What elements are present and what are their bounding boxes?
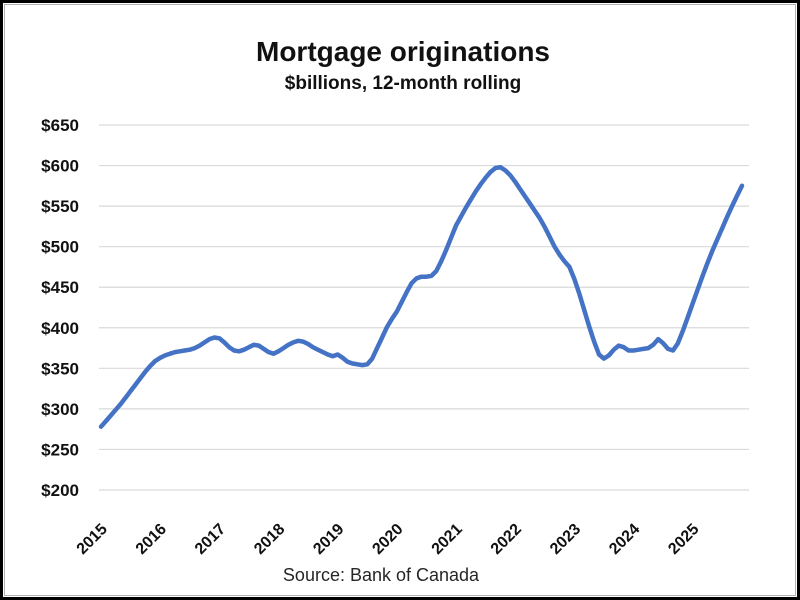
y-tick-label: $400 bbox=[41, 319, 79, 338]
x-tick-label: 2025 bbox=[665, 521, 702, 558]
x-tick-label: 2015 bbox=[74, 521, 111, 558]
x-tick-label: 2023 bbox=[547, 521, 584, 558]
series-line-mortgage-originations bbox=[98, 164, 745, 429]
chart-source: Source: Bank of Canada bbox=[283, 565, 480, 585]
x-tick-label: 2016 bbox=[133, 521, 170, 558]
gridlines bbox=[99, 124, 749, 491]
y-tick-label: $250 bbox=[41, 440, 79, 459]
x-axis-labels: 2015 2016 2017 2018 2019 2020 2021 2022 2023 2024… bbox=[74, 521, 703, 558]
x-tick-label: 2022 bbox=[488, 521, 525, 558]
y-axis-labels: $200 $250 $300 $350 $400 $450 $500 $550 $600 $650 bbox=[41, 116, 79, 500]
y-tick-label: $500 bbox=[41, 238, 79, 257]
x-tick-label: 2021 bbox=[429, 521, 466, 558]
x-tick-label: 2020 bbox=[369, 521, 406, 558]
y-tick-label: $450 bbox=[41, 278, 79, 297]
x-tick-label: 2024 bbox=[606, 521, 643, 558]
y-tick-label: $650 bbox=[41, 116, 79, 135]
y-tick-label: $600 bbox=[41, 157, 79, 176]
y-tick-label: $550 bbox=[41, 197, 79, 216]
x-tick-label: 2019 bbox=[310, 521, 347, 558]
x-tick-label: 2018 bbox=[251, 521, 288, 558]
x-tick-label: 2017 bbox=[192, 521, 229, 558]
y-tick-label: $300 bbox=[41, 400, 79, 419]
chart-subtitle: $billions, 12-month rolling bbox=[285, 73, 521, 94]
mortgage-originations-chart: Mortgage originations $billions, 12-mont… bbox=[41, 36, 749, 585]
y-tick-label: $200 bbox=[41, 481, 79, 500]
chart-title: Mortgage originations bbox=[256, 36, 550, 67]
y-tick-label: $350 bbox=[41, 359, 79, 378]
